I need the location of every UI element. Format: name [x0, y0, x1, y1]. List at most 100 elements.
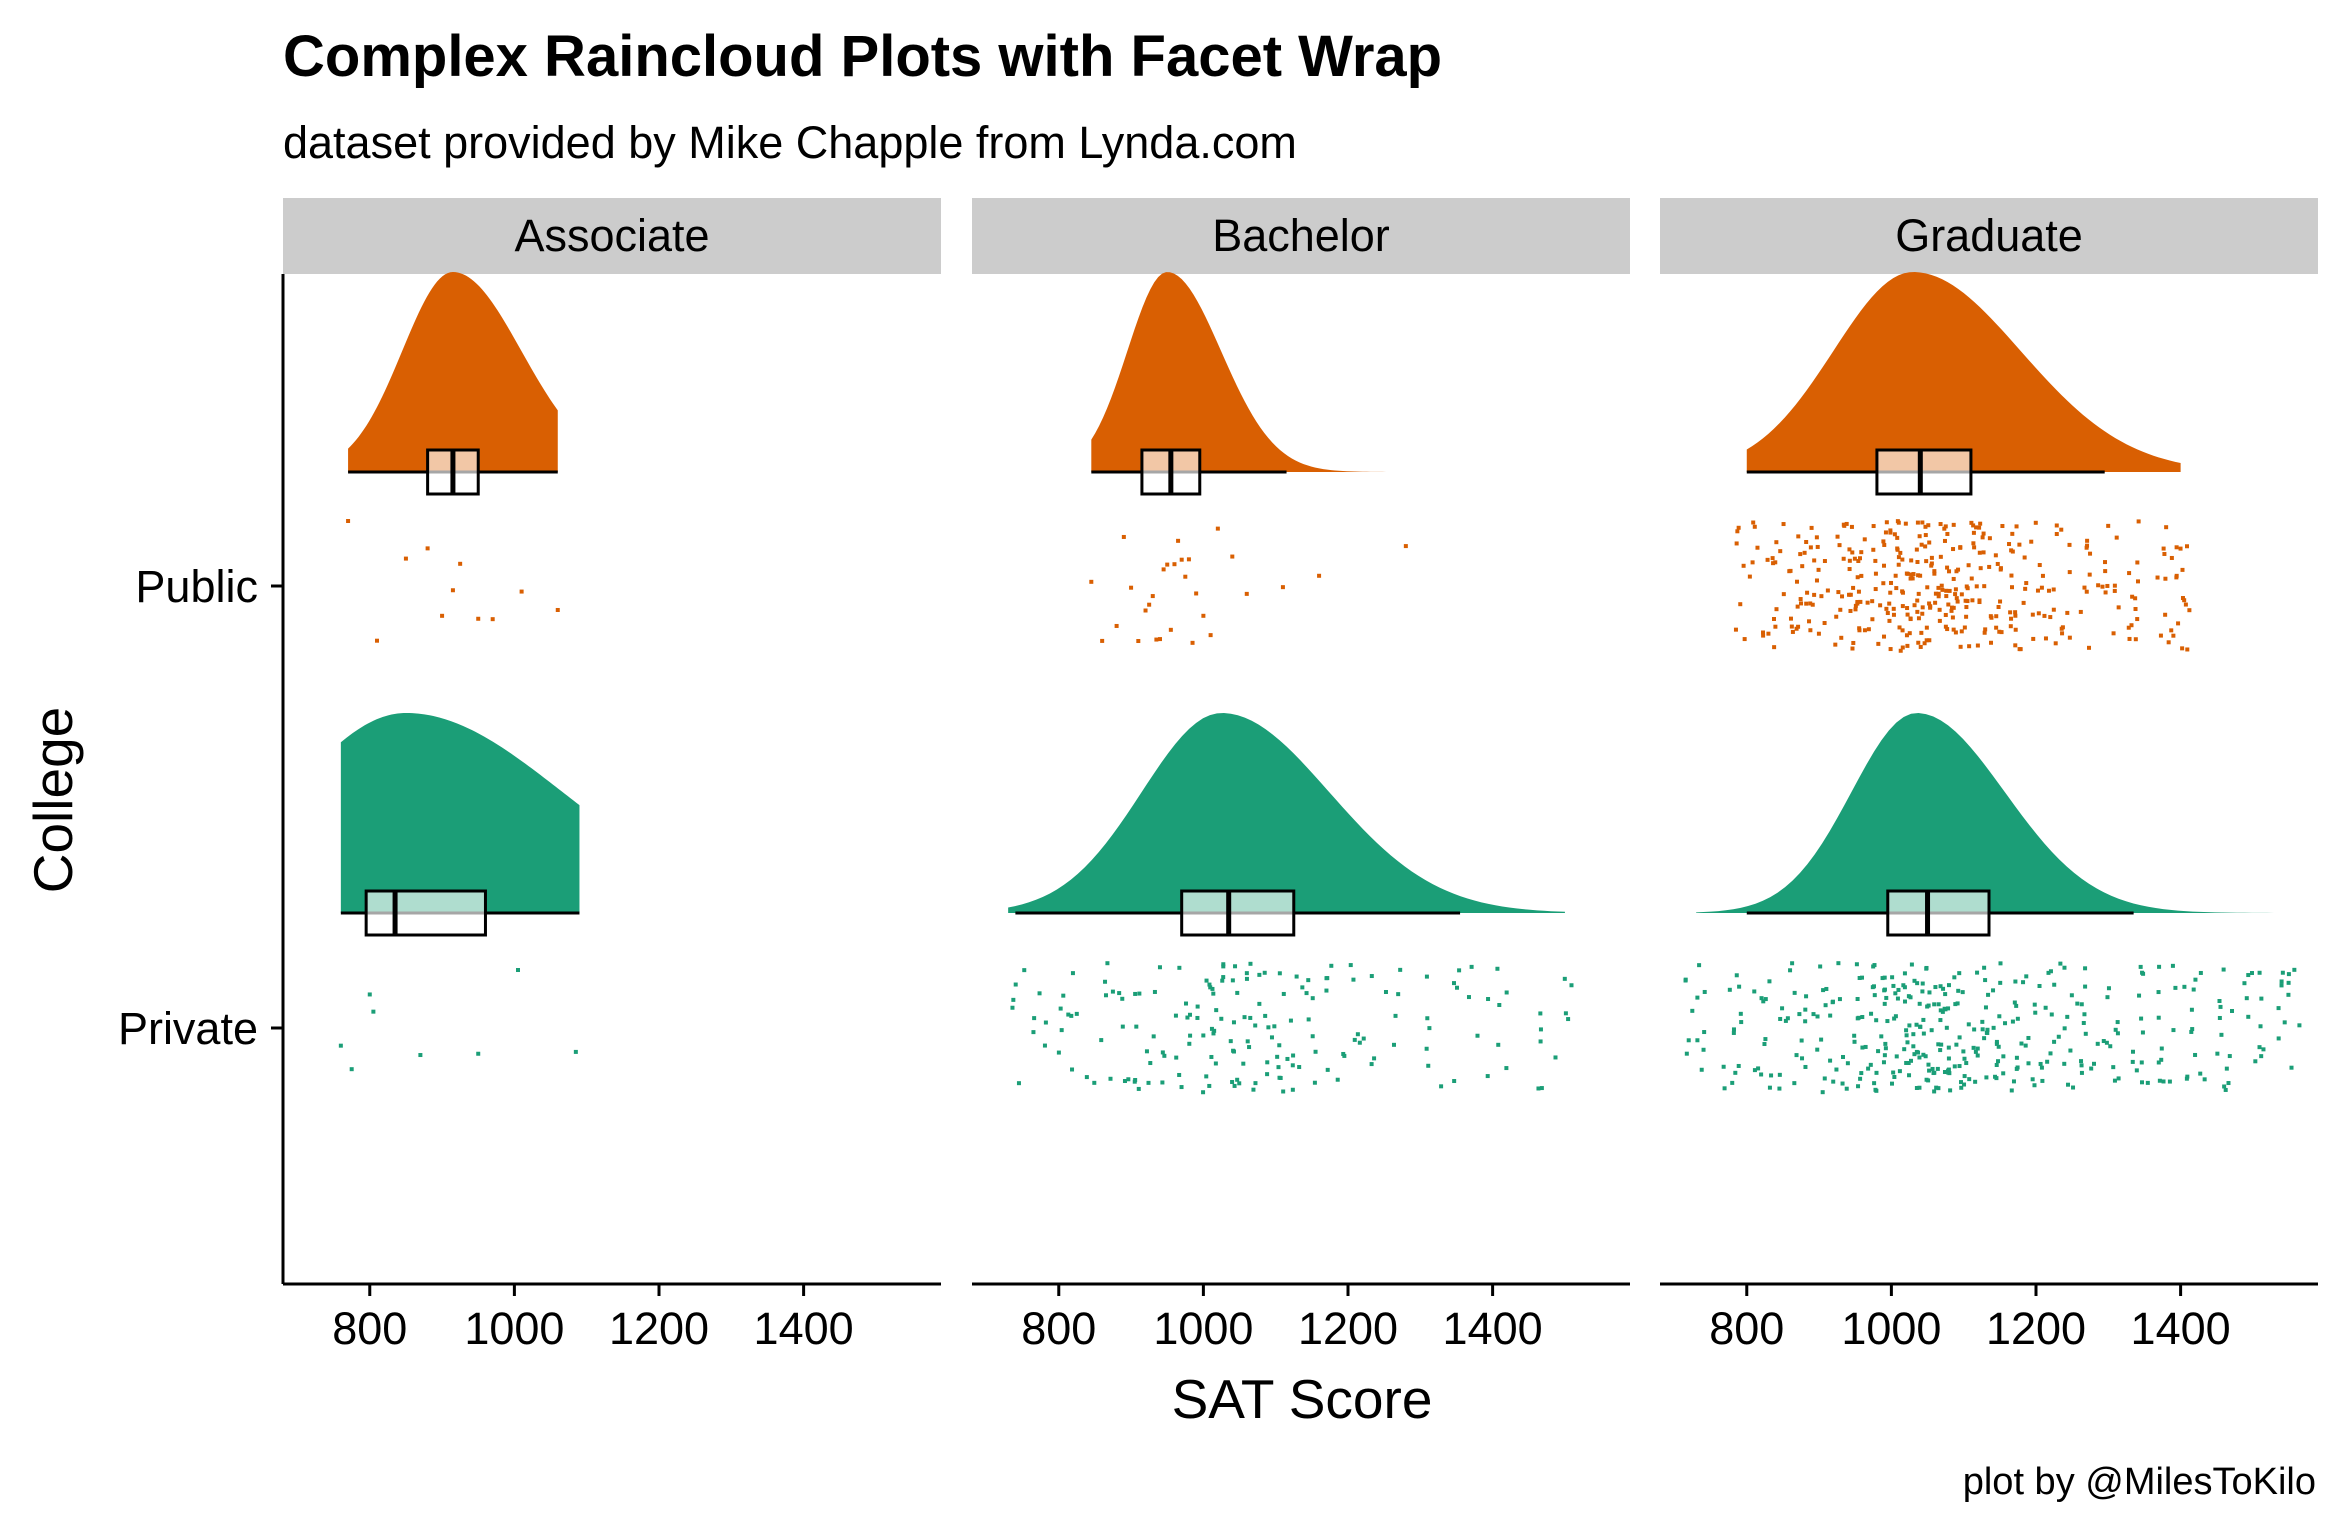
rain-point-public [2133, 637, 2138, 642]
rain-point-public [450, 588, 455, 593]
boxplot-private [364, 889, 487, 937]
rain-point-public [1975, 643, 1980, 648]
rain-point-public [1982, 630, 1987, 635]
rain-point-private [1738, 1011, 1743, 1016]
rain-point-public [2087, 645, 2092, 650]
x-tick-label: 800 [1709, 1303, 1784, 1354]
rain-point-private [1948, 1088, 1953, 1093]
rain-point-public [1929, 555, 1934, 560]
rain-point-public [1802, 550, 1807, 555]
rain-point-private [1944, 1025, 1949, 1030]
rain-point-public [1871, 524, 1876, 529]
facet-strip-label: Graduate [1895, 210, 2083, 261]
rain-point-private [1739, 1020, 1744, 1025]
rain-point-public [2013, 627, 2018, 632]
rain-point-private [2137, 993, 2142, 998]
rain-point-private [1778, 1016, 1783, 1021]
rain-point-private [1084, 1075, 1089, 1080]
rain-point-private [1425, 1016, 1430, 1021]
rain-point-private [1982, 965, 1987, 970]
rain-point-private [1799, 1038, 1804, 1043]
rain-point-private [1804, 994, 1809, 999]
rain-point-public [1905, 571, 1910, 576]
rain-point-public [1788, 616, 1793, 621]
rain-point-public [1853, 607, 1858, 612]
rain-point-private [1868, 1062, 1873, 1067]
rain-point-public [2039, 585, 2044, 590]
rain-point-private [1538, 1039, 1543, 1044]
rain-point-private [1918, 1024, 1923, 1029]
rain-point-private [1266, 1025, 1271, 1030]
rain-point-private [2075, 1001, 2080, 1006]
rain-point-public [1847, 567, 1852, 572]
rain-point-public [1900, 628, 1905, 633]
rain-point-public [1994, 614, 1999, 619]
rain-point-public [1796, 624, 1801, 629]
rain-point-private [1975, 970, 1980, 975]
rain-point-public [1993, 553, 1998, 558]
rain-point-private [1304, 991, 1309, 996]
rain-point-private [1185, 1015, 1190, 1020]
rain-point-public [1808, 628, 1813, 633]
rain-point-private [1160, 1050, 1165, 1055]
rain-point-private [1277, 1075, 1282, 1080]
rain-point-public [1927, 540, 1932, 545]
rain-point-private [2079, 1059, 2084, 1064]
rain-point-public [1953, 630, 1958, 635]
rain-point-public [1795, 604, 1800, 609]
rain-point-public [1939, 583, 1944, 588]
rain-point-private [1982, 1036, 1987, 1041]
rain-point-private [1553, 1055, 1558, 1060]
rain-point-public [1945, 627, 1950, 632]
rain-point-private [1972, 1027, 1977, 1032]
rain-point-public [1855, 599, 1860, 604]
rain-point-public [1190, 640, 1195, 645]
rain-point-private [1451, 981, 1456, 986]
rain-point-public [2065, 610, 2070, 615]
rain-point-public [1208, 633, 1213, 638]
rain-point-private [1872, 993, 1877, 998]
rain-point-public [1179, 557, 1184, 562]
rain-point-private [1310, 996, 1315, 1001]
rain-point-private [1883, 1041, 1888, 1046]
rain-point-private [1148, 1061, 1153, 1066]
rain-point-private [2191, 987, 2196, 992]
rain-point-private [1903, 999, 1908, 1004]
rain-point-public [1959, 592, 1964, 597]
rain-point-private [2079, 1002, 2084, 1007]
rain-point-private [2242, 981, 2247, 986]
rain-point-public [1932, 571, 1937, 576]
rain-point-public [1798, 597, 1803, 602]
rain-point-public [2007, 542, 2012, 547]
rain-point-public [1903, 521, 1908, 526]
rain-point-public [1853, 603, 1858, 608]
rain-point-public [2155, 575, 2160, 580]
density-public [1091, 272, 1406, 472]
rain-point-public [2171, 633, 2176, 638]
rain-point-private [2026, 1061, 2031, 1066]
rain-point-private [1906, 1061, 1911, 1066]
rain-point-public [1927, 601, 1932, 606]
rain-point-public [1974, 525, 1979, 530]
rain-point-private [418, 1053, 423, 1058]
rain-point-private [1369, 974, 1374, 979]
rain-point-private [1201, 1033, 1206, 1038]
rain-point-private [1297, 1065, 1302, 1070]
rain-point-private [1761, 999, 1766, 1004]
rain-point-private [2106, 986, 2111, 991]
rain-point-public [1936, 585, 1941, 590]
boxplot-private [1180, 889, 1296, 937]
rain-point-private [1251, 1087, 1256, 1092]
rain-point-private [2139, 1060, 2144, 1065]
rain-point-private [1324, 976, 1329, 981]
x-axis-title: SAT Score [1172, 1368, 1433, 1430]
rain-point-public [1825, 588, 1830, 593]
rain-point-private [1184, 1001, 1189, 1006]
rain-point-private [1457, 968, 1462, 973]
rain-point-public [2161, 546, 2166, 551]
rain-point-private [2190, 1027, 2195, 1032]
rain-point-private [1907, 1023, 1912, 1028]
rain-point-private [1929, 1028, 1934, 1033]
rain-point-private [349, 1067, 354, 1072]
x-tick-label: 1400 [2131, 1303, 2231, 1354]
